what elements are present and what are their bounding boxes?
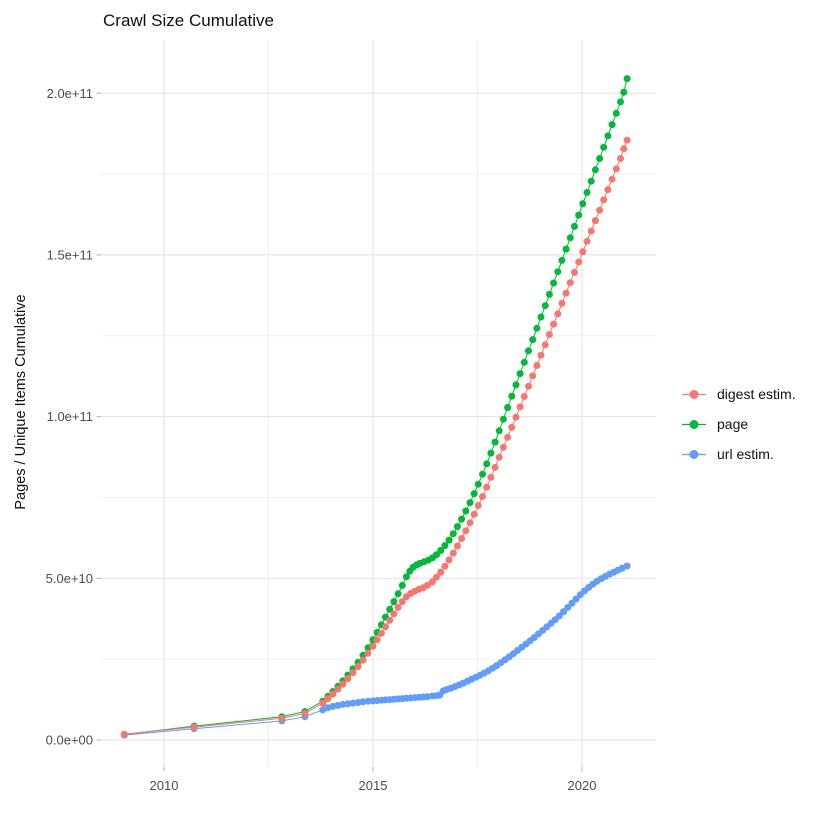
axis-ticks: [96, 92, 583, 772]
series-url-estim: [120, 562, 631, 739]
legend-key-icon: [682, 389, 706, 399]
svg-text:0.0e+00: 0.0e+00: [46, 733, 93, 748]
svg-text:1.0e+11: 1.0e+11: [47, 409, 93, 424]
svg-text:2020: 2020: [568, 778, 597, 793]
series-digest-estim: [120, 136, 631, 738]
minor-gridlines: [101, 40, 656, 767]
svg-text:2015: 2015: [359, 778, 388, 793]
legend-key-icon: [682, 419, 706, 429]
legend-item-page: page: [681, 416, 796, 432]
legend-item-url-estim: url estim.: [681, 446, 796, 462]
legend: digest estim. page url estim.: [681, 386, 796, 476]
svg-text:1.5e+11: 1.5e+11: [47, 247, 93, 262]
svg-text:5.0e+10: 5.0e+10: [46, 571, 93, 586]
legend-item-digest-estim: digest estim.: [681, 386, 796, 402]
legend-label: page: [717, 416, 749, 432]
x-axis-tick-labels: 2010 2015 2020: [150, 778, 597, 793]
y-axis-tick-labels: 0.0e+00 5.0e+10 1.0e+11 1.5e+11 2.0e+11: [46, 86, 93, 748]
svg-text:2010: 2010: [150, 778, 179, 793]
legend-key-icon: [682, 449, 706, 459]
svg-text:2.0e+11: 2.0e+11: [47, 86, 93, 101]
legend-label: digest estim.: [717, 386, 796, 402]
major-gridlines: [101, 40, 656, 767]
chart-title: Crawl Size Cumulative: [103, 11, 274, 30]
legend-label: url estim.: [717, 446, 774, 462]
